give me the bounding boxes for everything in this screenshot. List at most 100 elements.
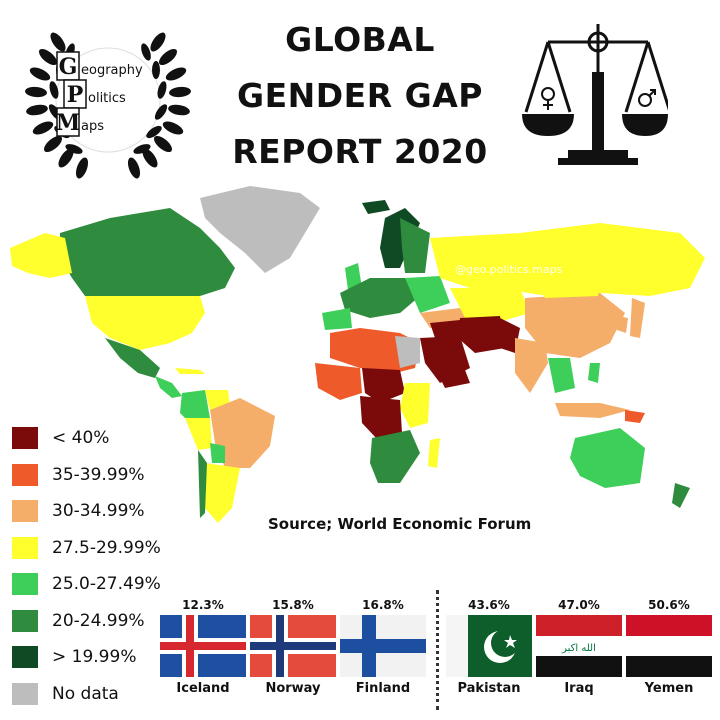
legend-swatch (12, 646, 38, 669)
flag-card-finland: 16.8% Finland (340, 595, 426, 696)
logo-word-politics: olitics (88, 91, 126, 106)
legend-swatch (12, 573, 38, 596)
legend-swatch (12, 427, 38, 450)
legend-label: No data (52, 683, 119, 704)
flag-card-pakistan: 43.6% Pakistan (446, 595, 532, 696)
logo-letter-g: G (59, 54, 78, 80)
legend-label: < 40% (52, 428, 110, 449)
region-peru (185, 418, 212, 450)
flag-card-yemen: 50.6% Yemen (626, 595, 712, 696)
flag-country: Norway (265, 681, 321, 696)
region-new-zealand (672, 483, 690, 508)
region-southern-africa (370, 430, 420, 483)
logo-word-maps: aps (81, 119, 104, 134)
legend-item: 30-34.99% (12, 493, 182, 530)
flag-country: Iceland (176, 681, 230, 696)
region-argentina (205, 463, 240, 523)
region-yemen (440, 370, 470, 388)
region-iceland (362, 200, 390, 214)
region-sweden-finland (400, 218, 430, 273)
page-title: GLOBAL GENDER GAP REPORT 2020 (230, 12, 490, 180)
region-kazakhstan (450, 288, 530, 323)
gpm-logo: G P M eography olitics aps (8, 12, 208, 187)
region-uk (345, 263, 362, 290)
iceland-flag-icon (160, 615, 246, 677)
region-saudi-arabia (420, 336, 470, 383)
flag-country: Finland (355, 681, 411, 696)
pakistan-flag-icon (446, 615, 532, 677)
legend-swatch (12, 463, 38, 486)
divider (436, 590, 439, 710)
region-bolivia (210, 443, 225, 463)
region-egypt (395, 336, 420, 368)
iraq-flag-icon: الله اكبر (536, 615, 622, 677)
legend-swatch (12, 536, 38, 559)
region-indonesia (555, 403, 630, 418)
legend-label: 27.5-29.99% (52, 537, 161, 558)
legend-label: 25.0-27.49% (52, 574, 161, 595)
source-note: Source; World Economic Forum (268, 515, 532, 533)
logo-letter-m: M (56, 110, 80, 136)
legend-swatch (12, 682, 38, 705)
region-alaska (10, 233, 72, 278)
region-brazil (210, 398, 275, 468)
region-india (515, 338, 548, 393)
legend-item: > 19.99% (12, 639, 182, 676)
flag-value: 50.6% (648, 598, 690, 612)
region-greenland (200, 186, 320, 273)
legend-item: No data (12, 676, 182, 713)
legend-item: < 40% (12, 420, 182, 457)
finland-flag-icon (340, 615, 426, 677)
region-central-america (155, 376, 182, 398)
region-eastern-europe (405, 276, 450, 313)
legend-label: 35-39.99% (52, 464, 145, 485)
watermark: @geo.politics.maps (455, 263, 563, 276)
region-mongolia (540, 283, 600, 298)
legend: < 40% 35-39.99% 30-34.99% 27.5-29.99% 25.0-2… (12, 420, 182, 712)
legend-swatch (12, 500, 38, 523)
region-png (625, 410, 645, 423)
region-japan (630, 298, 645, 338)
region-usa (85, 296, 205, 350)
region-mexico (105, 338, 160, 378)
title-line-1: GLOBAL (285, 20, 435, 59)
flag-country: Iraq (564, 681, 594, 696)
flag-value: 15.8% (272, 598, 314, 612)
legend-item: 20-24.99% (12, 603, 182, 640)
region-canada (60, 208, 235, 300)
region-central-africa (360, 396, 402, 440)
flag-value: 47.0% (558, 598, 600, 612)
norway-flag-icon (250, 615, 336, 677)
region-madagascar (428, 438, 440, 468)
region-russia (430, 223, 705, 298)
flag-card-norway: 15.8% Norway (250, 595, 336, 696)
region-west-africa (315, 363, 362, 400)
logo-letter-p: P (67, 82, 84, 108)
flag-value: 12.3% (182, 598, 224, 612)
logo-word-geography: eography (81, 63, 143, 78)
region-iran (458, 316, 505, 353)
yemen-flag-icon (626, 615, 712, 677)
legend-item: 25.0-27.49% (12, 566, 182, 603)
legend-label: > 19.99% (52, 647, 137, 668)
region-chad-sudan (362, 368, 405, 403)
region-korea (617, 316, 628, 333)
region-western-europe (340, 278, 420, 318)
title-line-3: REPORT 2020 (232, 132, 488, 171)
flag-country: Yemen (644, 681, 694, 696)
legend-label: 30-34.99% (52, 501, 145, 522)
region-chile (198, 450, 207, 518)
laurel-wreath-icon: G P M eography olitics aps (25, 32, 191, 179)
title-line-2: GENDER GAP (237, 76, 483, 115)
region-east-africa (400, 383, 430, 428)
scales-of-justice-icon (518, 12, 672, 167)
flag-country: Pakistan (457, 681, 521, 696)
region-se-asia (548, 358, 575, 393)
legend-label: 20-24.99% (52, 610, 145, 631)
legend-item: 27.5-29.99% (12, 530, 182, 567)
region-china (525, 293, 625, 358)
flag-value: 16.8% (362, 598, 404, 612)
iraq-flag-text: الله اكبر (561, 643, 596, 654)
region-philippines (588, 363, 600, 383)
world-map: @geo.politics.maps (0, 178, 720, 528)
